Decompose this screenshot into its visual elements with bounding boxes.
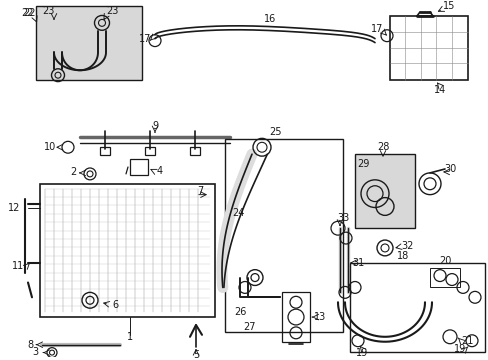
Text: 22: 22 [24, 8, 36, 18]
Text: 18: 18 [396, 251, 408, 261]
Text: 14: 14 [433, 85, 445, 95]
Bar [190, 147, 200, 155]
Text: 4: 4 [157, 166, 163, 176]
Bar [429, 268, 459, 287]
Text: 22: 22 [21, 8, 34, 18]
Text: 9: 9 [152, 121, 158, 131]
Text: 23: 23 [42, 6, 54, 16]
Text: 12: 12 [8, 203, 20, 213]
Text: 20: 20 [438, 256, 450, 266]
Text: 21: 21 [460, 336, 472, 346]
Text: 33: 33 [336, 213, 348, 223]
Text: 5: 5 [192, 350, 199, 360]
Text: 29: 29 [356, 159, 368, 169]
Bar [130, 159, 148, 175]
Text: 27: 27 [243, 322, 256, 332]
Bar [36, 6, 142, 80]
Text: 3: 3 [32, 347, 38, 357]
Text: 24: 24 [231, 208, 244, 219]
Text: 15: 15 [442, 1, 454, 11]
Text: 16: 16 [264, 14, 276, 24]
Bar [282, 292, 309, 342]
Text: 8: 8 [27, 340, 33, 350]
Text: 11: 11 [12, 261, 24, 271]
Bar [349, 263, 484, 352]
Text: 32: 32 [401, 241, 413, 251]
Bar [145, 147, 155, 155]
Bar [389, 16, 467, 80]
Text: 30: 30 [443, 164, 455, 174]
Text: 13: 13 [313, 312, 325, 322]
Text: 25: 25 [268, 127, 281, 138]
Text: 17: 17 [139, 34, 151, 44]
Text: 7: 7 [197, 186, 203, 196]
Text: 6: 6 [112, 300, 118, 310]
Text: 31: 31 [351, 258, 364, 268]
Bar [100, 147, 110, 155]
Text: 17: 17 [370, 24, 383, 34]
Text: 19: 19 [453, 344, 465, 354]
Text: 23: 23 [105, 6, 118, 16]
Text: 28: 28 [376, 142, 388, 152]
Bar [40, 184, 215, 317]
Text: 10: 10 [44, 142, 56, 152]
Text: 1: 1 [127, 332, 133, 342]
Bar [224, 139, 342, 332]
Text: 2: 2 [70, 167, 76, 177]
Text: 19: 19 [355, 348, 367, 357]
Bar [354, 154, 414, 228]
Text: 26: 26 [233, 307, 245, 317]
